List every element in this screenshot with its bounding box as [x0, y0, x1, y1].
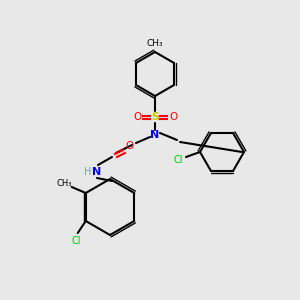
Text: CH₃: CH₃ — [56, 178, 71, 188]
Text: N: N — [92, 167, 102, 177]
Text: N: N — [150, 130, 160, 140]
Text: Cl: Cl — [71, 236, 80, 246]
Text: O: O — [133, 112, 141, 122]
Text: CH₃: CH₃ — [147, 38, 163, 47]
Text: Cl: Cl — [173, 155, 183, 165]
Text: O: O — [169, 112, 177, 122]
Text: H: H — [84, 167, 92, 177]
Text: S: S — [151, 112, 159, 122]
Text: O: O — [126, 141, 134, 151]
